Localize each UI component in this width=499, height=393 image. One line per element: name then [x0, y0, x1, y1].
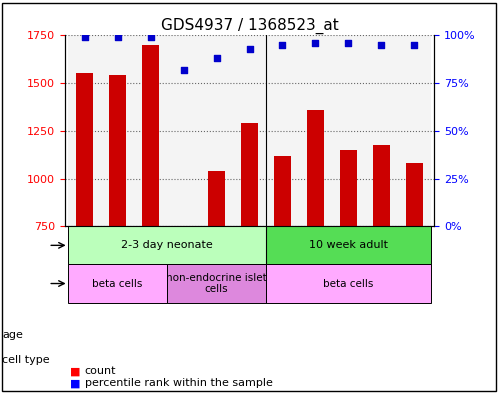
Bar: [101, 35, 134, 226]
Text: age: age: [2, 330, 23, 340]
Bar: [274, 156, 291, 226]
Point: [147, 34, 155, 40]
Bar: [175, 226, 192, 227]
Text: percentile rank within the sample: percentile rank within the sample: [85, 378, 273, 388]
Bar: [340, 150, 357, 226]
Bar: [266, 264, 431, 303]
Bar: [109, 75, 126, 226]
Title: GDS4937 / 1368523_at: GDS4937 / 1368523_at: [161, 18, 338, 34]
Text: non-endocrine islet
cells: non-endocrine islet cells: [166, 273, 267, 294]
Point: [410, 42, 418, 48]
Bar: [406, 163, 423, 226]
Point: [81, 34, 89, 40]
Bar: [142, 45, 159, 226]
Text: ■: ■: [70, 378, 80, 388]
Point: [246, 46, 253, 52]
Bar: [68, 226, 266, 264]
Point: [213, 55, 221, 61]
Bar: [200, 35, 233, 226]
Bar: [167, 35, 200, 226]
Text: beta cells: beta cells: [323, 279, 374, 288]
Point: [344, 40, 352, 46]
Bar: [68, 35, 101, 226]
Bar: [299, 35, 332, 226]
Bar: [266, 35, 299, 226]
Bar: [373, 145, 390, 226]
Bar: [266, 226, 431, 264]
Point: [278, 42, 286, 48]
Bar: [167, 264, 266, 303]
Bar: [208, 171, 225, 226]
Point: [114, 34, 122, 40]
Bar: [398, 35, 431, 226]
Point: [180, 66, 188, 73]
Bar: [76, 73, 93, 226]
Bar: [365, 35, 398, 226]
Text: beta cells: beta cells: [92, 279, 143, 288]
Bar: [332, 35, 365, 226]
Bar: [241, 123, 258, 226]
Bar: [68, 264, 167, 303]
Text: 10 week adult: 10 week adult: [309, 241, 388, 250]
Text: cell type: cell type: [2, 354, 50, 365]
Text: ■: ■: [70, 366, 80, 376]
Bar: [233, 35, 266, 226]
Bar: [307, 110, 324, 226]
Text: count: count: [85, 366, 116, 376]
Bar: [134, 35, 167, 226]
Text: 2-3 day neonate: 2-3 day neonate: [121, 241, 213, 250]
Point: [377, 42, 385, 48]
Point: [311, 40, 319, 46]
